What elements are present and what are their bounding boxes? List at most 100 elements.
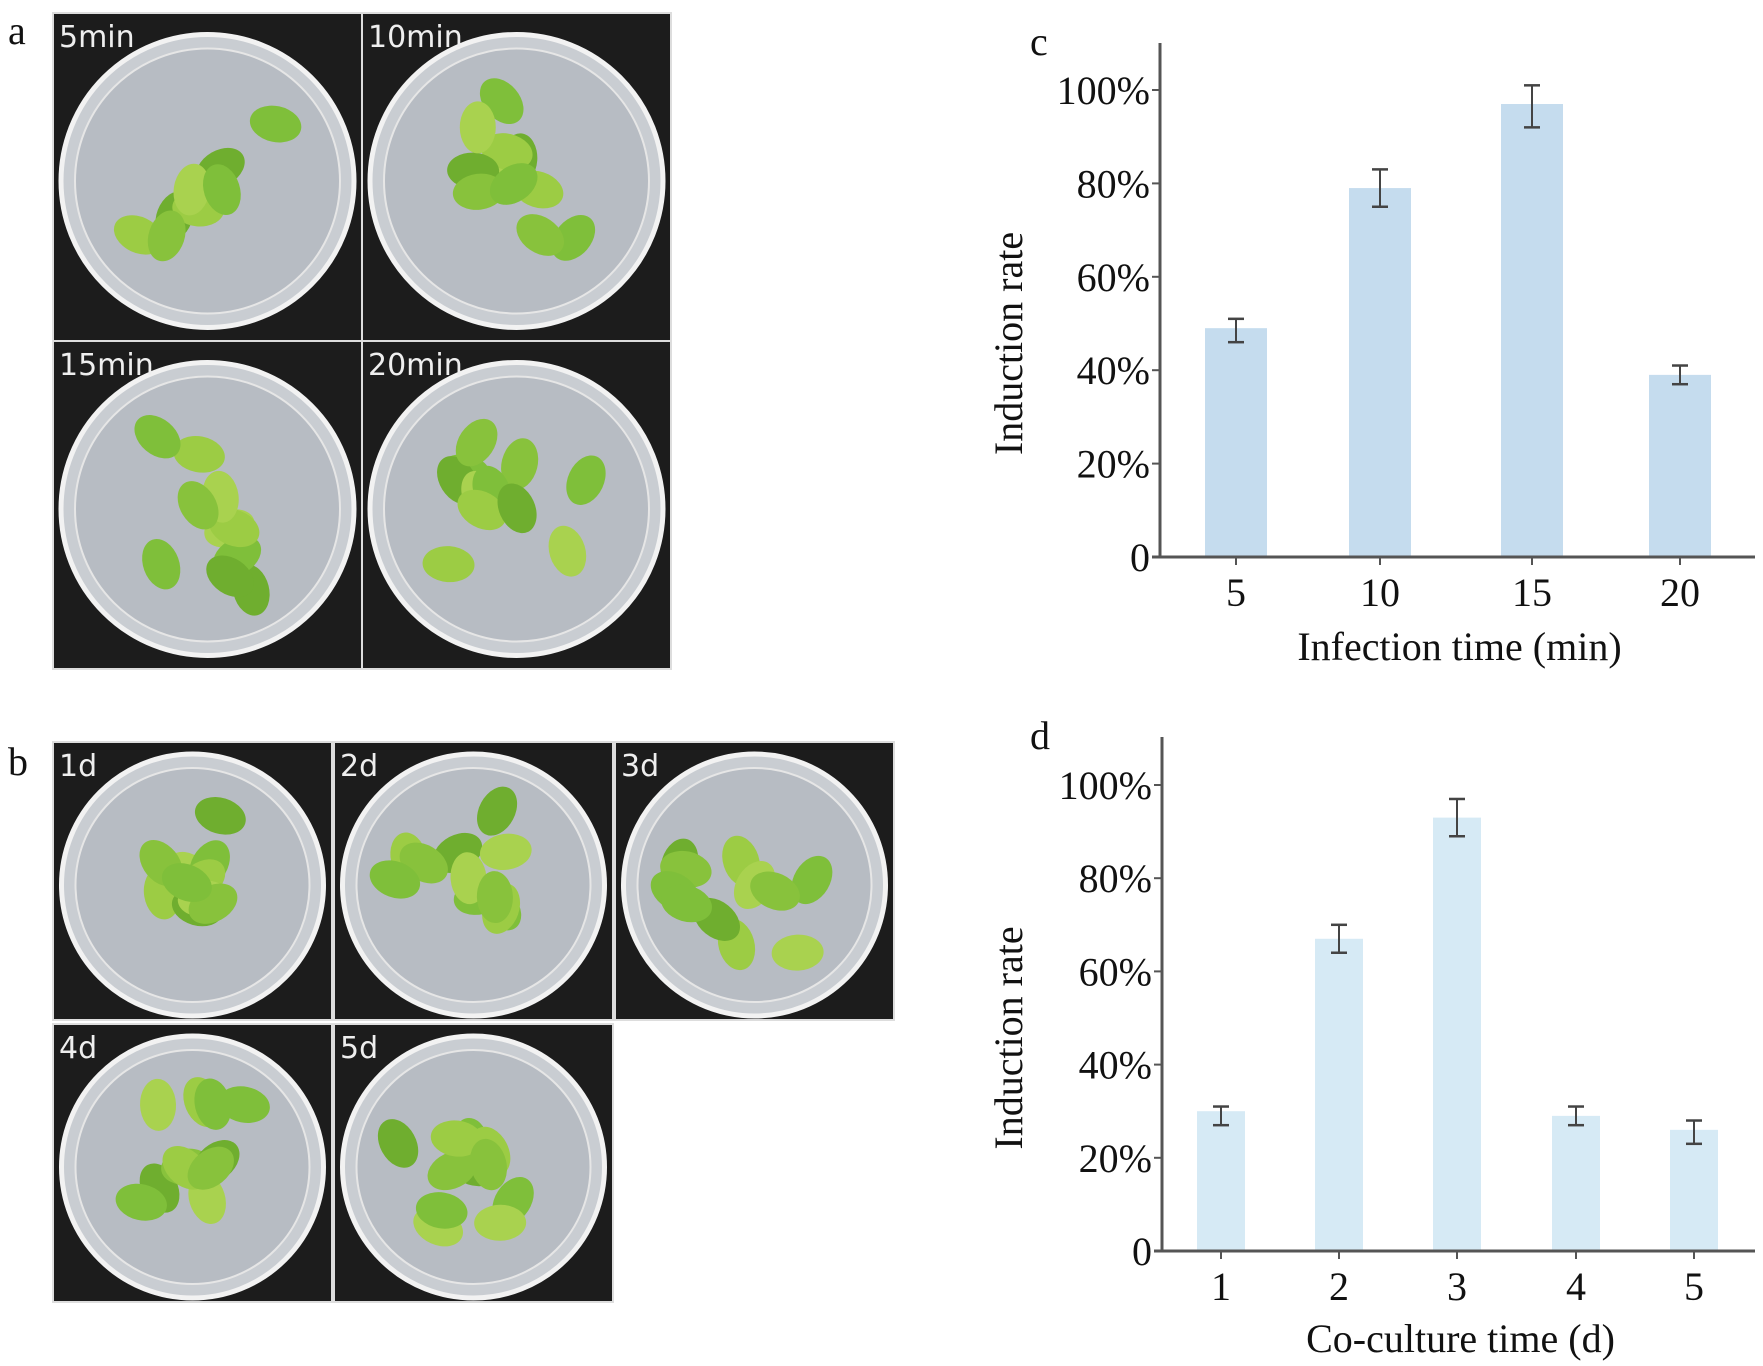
photo-label: 2d: [340, 749, 378, 784]
petri-dish-photo: 2d: [333, 741, 614, 1021]
x-axis-title: Co-culture time (d): [1306, 1316, 1615, 1361]
photo-label: 20min: [368, 348, 463, 383]
photo-grid-a: 5min 10min 15min 20min: [52, 12, 672, 670]
leaf-explant-icon: [177, 481, 219, 530]
photo-label: 15min: [59, 348, 154, 383]
petri-dish-photo: 5min: [52, 12, 363, 342]
chart-c: c 5 10 15 20 0 20% 40% 60% 80% 100% Induction rate I…: [986, 19, 1755, 669]
y-tick-label: 0: [1130, 535, 1150, 580]
x-tick-label: 5: [1684, 1264, 1704, 1309]
y-tick-label: 20%: [1079, 1136, 1152, 1181]
panel-label: d: [1030, 713, 1050, 758]
photo-label: 5d: [340, 1031, 378, 1066]
bar: [1349, 188, 1411, 557]
leaf-explant-icon: [194, 797, 246, 835]
photo-label: 5min: [59, 20, 135, 55]
bar: [1552, 1115, 1600, 1251]
leaf-explant-icon: [206, 555, 254, 598]
x-tick-label: 3: [1447, 1264, 1467, 1309]
leaf-explant-icon: [661, 884, 712, 923]
bar: [1501, 104, 1563, 557]
photo-label: 3d: [621, 749, 659, 784]
bar: [1197, 1111, 1245, 1251]
leaf-explant-icon: [161, 863, 212, 903]
y-tick-label: 100%: [1059, 763, 1152, 808]
leaf-explant-icon: [551, 214, 596, 261]
x-tick-label: 5: [1226, 570, 1246, 615]
petri-dish-photo: 5d: [333, 1023, 614, 1303]
x-tick-label: 10: [1360, 570, 1400, 615]
leaf-explant-icon: [771, 934, 824, 971]
leaf-explant-icon: [140, 1078, 177, 1131]
y-tick-label: 60%: [1079, 949, 1152, 994]
leaf-explant-icon: [202, 164, 241, 215]
y-tick-label: 0: [1132, 1229, 1152, 1274]
y-tick-label: 80%: [1079, 856, 1152, 901]
bar: [1433, 817, 1481, 1251]
leaf-explant-icon: [415, 1192, 468, 1229]
petri-dish-photo: 10min: [361, 12, 672, 342]
photo-label: 10min: [368, 20, 463, 55]
leaf-explant-icon: [134, 415, 181, 459]
x-tick-label: 1: [1211, 1264, 1231, 1309]
leaf-explant-icon: [791, 855, 833, 905]
panel-label-a: a: [8, 8, 26, 53]
leaf-explant-icon: [430, 1120, 483, 1157]
y-tick-label: 60%: [1077, 255, 1150, 300]
leaf-explant-icon: [750, 871, 800, 911]
petri-dish-photo: 4d: [52, 1023, 333, 1303]
chart-d: d 1 2 3 4 5 0 20% 40% 60% 80% 100% Induction rate Co-…: [986, 713, 1755, 1361]
x-tick-label: 20: [1660, 570, 1700, 615]
leaf-explant-icon: [469, 1138, 507, 1191]
petri-dish-photo: 15min: [52, 340, 363, 670]
bar: [1649, 374, 1711, 557]
leaf-explant-icon: [455, 418, 498, 467]
leaf-explant-icon: [452, 173, 505, 210]
leaf-explant-icon: [422, 546, 475, 583]
leaf-explant-icon: [548, 525, 587, 577]
y-axis-title: Induction rate: [986, 926, 1031, 1149]
petri-dish-photo: 1d: [52, 741, 333, 1021]
x-tick-label: 4: [1566, 1264, 1586, 1309]
leaf-explant-icon: [369, 860, 421, 899]
leaf-explant-icon: [194, 1078, 232, 1130]
petri-dish-photo: 20min: [361, 340, 672, 670]
leaf-explant-icon: [173, 163, 210, 216]
leaf-explant-icon: [479, 833, 532, 871]
leaf-explant-icon: [477, 786, 518, 836]
x-tick-label: 2: [1329, 1264, 1349, 1309]
leaf-explant-icon: [474, 1204, 527, 1241]
leaf-explant-icon: [147, 210, 186, 262]
leaf-explant-icon: [115, 1183, 167, 1221]
y-axis-title: Induction rate: [986, 232, 1031, 455]
photo-label: 1d: [59, 749, 97, 784]
leaf-explant-icon: [501, 438, 539, 490]
leaf-explant-icon: [516, 214, 565, 256]
leaf-explant-icon: [476, 871, 513, 924]
y-tick-label: 80%: [1077, 161, 1150, 206]
y-tick-label: 40%: [1079, 1043, 1152, 1088]
y-tick-label: 100%: [1057, 68, 1150, 113]
leaf-explant-icon: [566, 455, 606, 505]
bar: [1205, 328, 1267, 557]
bar: [1670, 1129, 1718, 1251]
leaf-explant-icon: [187, 1146, 234, 1190]
leaf-explant-icon: [497, 483, 537, 534]
panel-label: c: [1030, 19, 1048, 64]
x-tick-label: 15: [1512, 570, 1552, 615]
leaf-explant-icon: [457, 489, 507, 531]
leaf-explant-icon: [173, 435, 225, 473]
leaf-explant-icon: [427, 1150, 477, 1191]
leaf-explant-icon: [489, 163, 538, 205]
leaf-explant-icon: [377, 1119, 419, 1168]
leaf-explant-icon: [142, 538, 181, 590]
leaf-explant-icon: [249, 105, 302, 143]
leaf-explant-icon: [218, 1086, 270, 1123]
x-axis-title: Infection time (min): [1297, 624, 1621, 669]
y-tick-label: 40%: [1077, 348, 1150, 393]
bar: [1315, 938, 1363, 1251]
photo-label: 4d: [59, 1031, 97, 1066]
y-tick-label: 20%: [1077, 442, 1150, 487]
petri-dish-photo: 3d: [614, 741, 895, 1021]
